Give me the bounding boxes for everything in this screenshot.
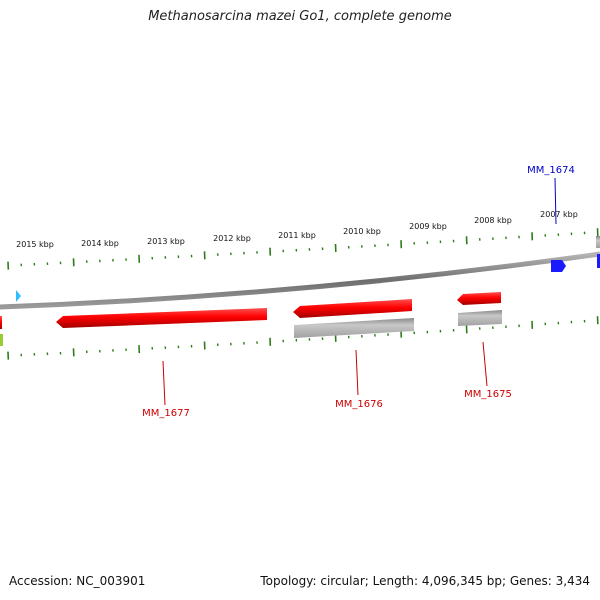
- leader-mm-1676: [355, 349, 359, 396]
- scale-label: 2011 kbp: [278, 231, 316, 240]
- genome-backbone: [0, 251, 600, 310]
- scale-labels: 2015 kbp 2014 kbp 2013 kbp 2012 kbp 2011 kbp…: [16, 210, 578, 249]
- scale-label: 2012 kbp: [213, 234, 251, 243]
- green-marker: [0, 334, 3, 346]
- map-title: Methanosarcina mazei Go1, complete genom…: [148, 9, 452, 24]
- scale-label: 2007 kbp: [540, 210, 578, 219]
- grey-edge-gene: [596, 236, 600, 248]
- leader-mm-1674: [554, 177, 557, 225]
- upper-scale-ticks: [7, 228, 599, 270]
- scale-label: 2008 kbp: [474, 216, 512, 225]
- gene-mm-1676[interactable]: [293, 299, 414, 338]
- scale-label: 2013 kbp: [147, 237, 185, 246]
- cyan-marker: [16, 290, 21, 302]
- red-edge-gene: [0, 316, 2, 329]
- genome-summary-text: Topology: circular; Length: 4,096,345 bp…: [260, 574, 590, 588]
- scale-label: 2010 kbp: [343, 227, 381, 236]
- gene-label-mm-1675[interactable]: MM_1675: [464, 389, 512, 400]
- gene-mm-1677[interactable]: [56, 308, 267, 328]
- leader-mm-1675: [482, 341, 488, 387]
- gene-mm-1675[interactable]: [457, 292, 502, 326]
- scale-label: 2015 kbp: [16, 240, 54, 249]
- accession-text: Accession: NC_003901: [9, 574, 146, 588]
- blue-edge-gene[interactable]: [597, 254, 600, 268]
- scale-label: 2009 kbp: [409, 222, 447, 231]
- scale-label: 2014 kbp: [81, 239, 119, 248]
- gene-label-mm-1674[interactable]: MM_1674: [527, 165, 575, 176]
- leader-mm-1677: [162, 360, 166, 406]
- gene-label-mm-1676[interactable]: MM_1676: [335, 399, 383, 410]
- gene-label-mm-1677[interactable]: MM_1677: [142, 408, 190, 419]
- blue-gene-marker[interactable]: [551, 260, 566, 272]
- lower-scale-ticks: [7, 316, 599, 360]
